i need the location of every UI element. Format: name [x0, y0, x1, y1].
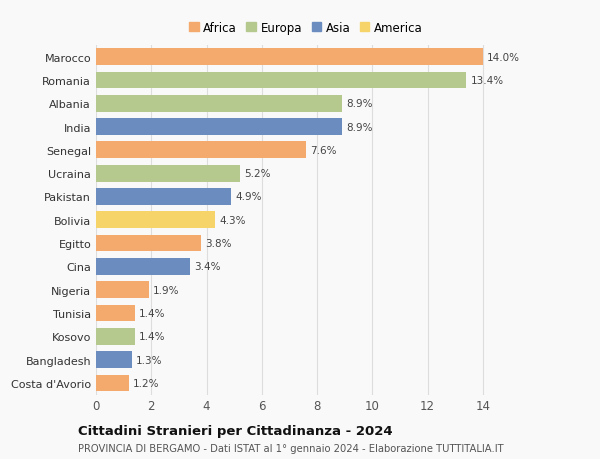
- Bar: [96, 258, 190, 275]
- Bar: [96, 95, 342, 112]
- Bar: [96, 305, 134, 322]
- Text: 7.6%: 7.6%: [310, 146, 337, 156]
- Text: 13.4%: 13.4%: [470, 76, 503, 86]
- Text: 4.3%: 4.3%: [219, 215, 245, 225]
- Text: 3.4%: 3.4%: [194, 262, 221, 272]
- Text: 3.8%: 3.8%: [205, 239, 232, 249]
- Bar: [96, 189, 232, 206]
- Bar: [96, 165, 239, 182]
- Bar: [96, 375, 129, 392]
- Bar: [96, 282, 149, 298]
- Text: 1.9%: 1.9%: [152, 285, 179, 295]
- Bar: [96, 73, 466, 89]
- Legend: Africa, Europa, Asia, America: Africa, Europa, Asia, America: [184, 17, 428, 39]
- Bar: [96, 212, 215, 229]
- Text: 8.9%: 8.9%: [346, 122, 373, 132]
- Text: 5.2%: 5.2%: [244, 169, 271, 179]
- Bar: [96, 328, 134, 345]
- Text: 14.0%: 14.0%: [487, 52, 520, 62]
- Text: 1.3%: 1.3%: [136, 355, 163, 365]
- Text: 1.4%: 1.4%: [139, 308, 166, 319]
- Bar: [96, 49, 483, 66]
- Text: 1.4%: 1.4%: [139, 331, 166, 341]
- Text: Cittadini Stranieri per Cittadinanza - 2024: Cittadini Stranieri per Cittadinanza - 2…: [78, 424, 392, 437]
- Bar: [96, 119, 342, 136]
- Text: 1.2%: 1.2%: [133, 378, 160, 388]
- Bar: [96, 352, 132, 368]
- Text: 8.9%: 8.9%: [346, 99, 373, 109]
- Text: PROVINCIA DI BERGAMO - Dati ISTAT al 1° gennaio 2024 - Elaborazione TUTTITALIA.I: PROVINCIA DI BERGAMO - Dati ISTAT al 1° …: [78, 443, 503, 453]
- Bar: [96, 235, 201, 252]
- Bar: [96, 142, 306, 159]
- Text: 4.9%: 4.9%: [236, 192, 262, 202]
